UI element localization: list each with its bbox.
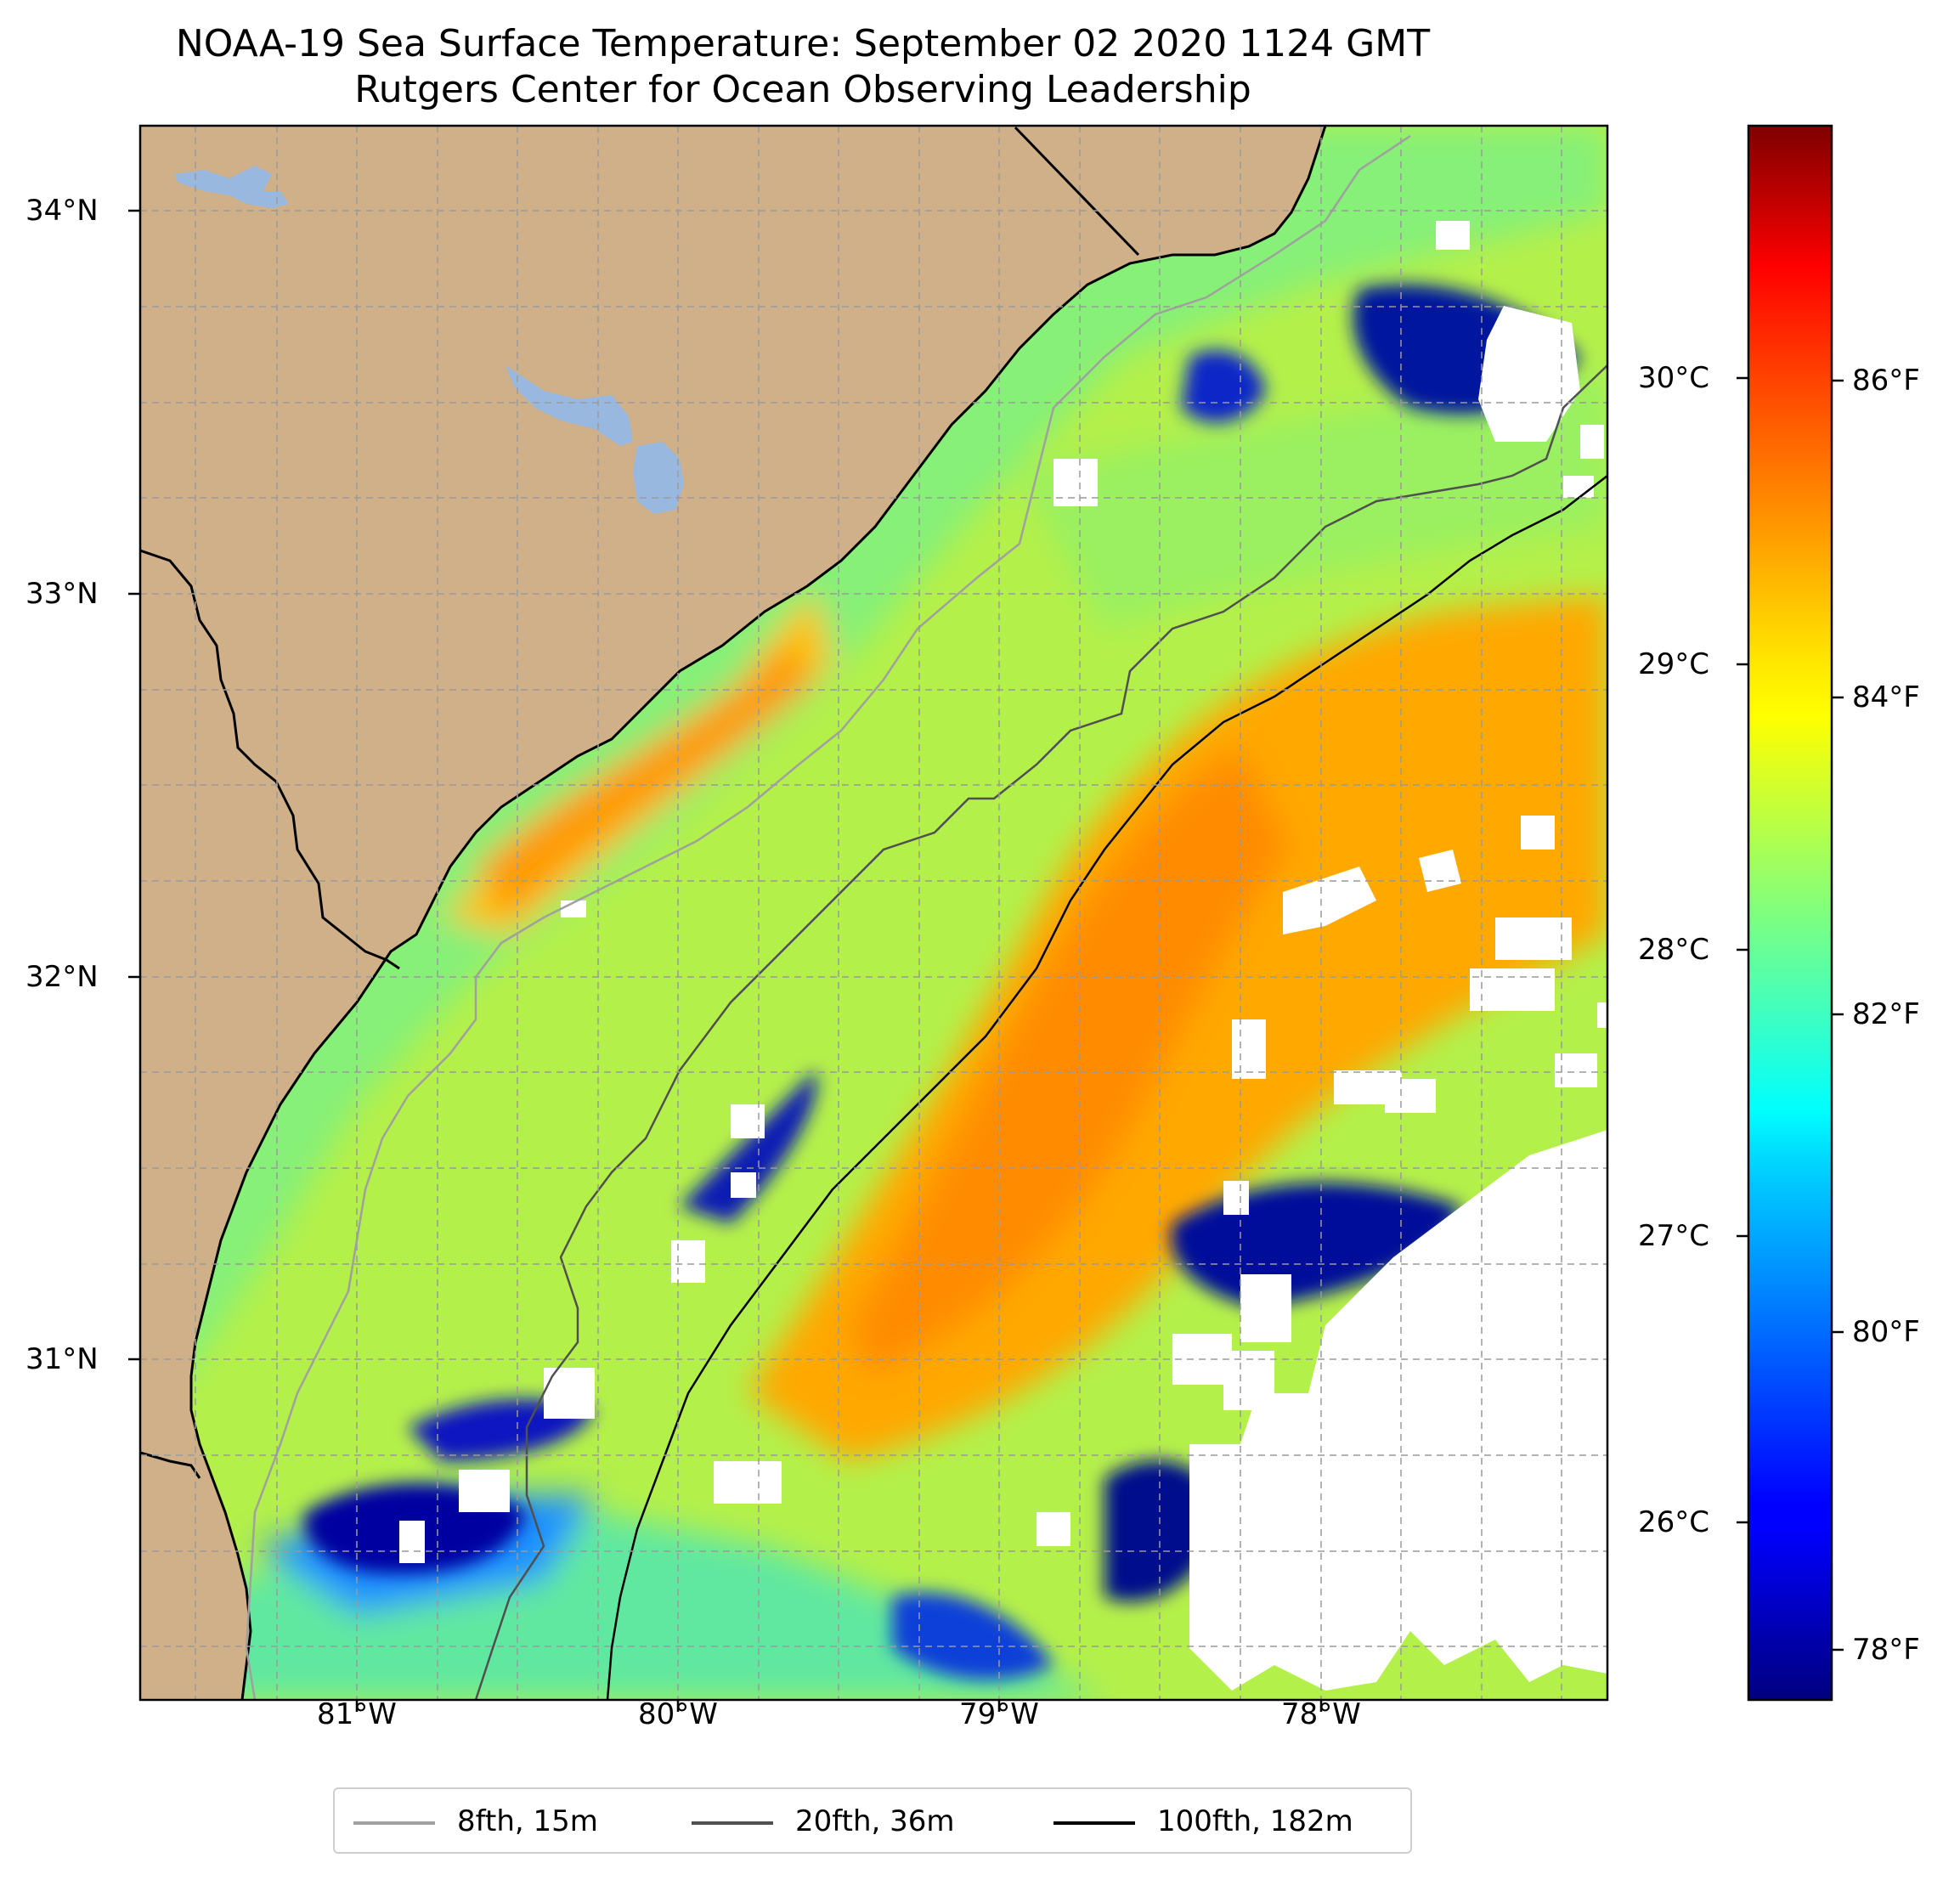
title-line-1: NOAA-19 Sea Surface Temperature: Septemb… <box>175 22 1431 65</box>
coastline <box>189 126 1327 1700</box>
lat-label-33n: 33°N <box>25 577 99 611</box>
map-frame <box>138 124 1609 1702</box>
lat-label-34n: 34°N <box>25 194 99 228</box>
lake <box>506 365 633 446</box>
colorbar-label-28c: 28°C <box>1638 933 1710 967</box>
lon-label-79w: 79°W <box>959 1697 1039 1731</box>
colorbar-label-82f: 82°F <box>1852 997 1920 1031</box>
title-line-2: Rutgers Center for Ocean Observing Leade… <box>354 68 1251 111</box>
lake <box>174 166 289 208</box>
legend-label-8fth: 8fth, 15m <box>457 1804 598 1838</box>
gridlines <box>140 126 1607 1700</box>
legend-item-100fth: 100fth, 182m <box>1053 1803 1393 1840</box>
legend-swatch-100fth <box>1053 1821 1135 1825</box>
colorbar <box>1747 124 1833 1702</box>
colorbar-label-29c: 29°C <box>1638 647 1710 681</box>
lat-label-32n: 32°N <box>25 960 99 994</box>
legend-label-100fth: 100fth, 182m <box>1157 1804 1353 1838</box>
isobath-8fth-15m <box>245 134 1411 1700</box>
colorbar-label-84f: 84°F <box>1852 680 1920 714</box>
lake <box>633 442 684 514</box>
land <box>140 126 1325 1700</box>
colorbar-label-80f: 80°F <box>1852 1315 1920 1349</box>
colorbar-label-26c: 26°C <box>1638 1505 1710 1539</box>
axis-ticks <box>128 209 1323 1712</box>
colorbar-label-30c: 30°C <box>1638 361 1710 395</box>
legend-item-8fth: 8fth, 15m <box>353 1803 634 1840</box>
legend-item-20fth: 20fth, 36m <box>692 1803 997 1840</box>
legend-label-20fth: 20fth, 36m <box>795 1804 955 1838</box>
colorbar-label-86f: 86°F <box>1852 364 1920 398</box>
isobath-20fth-36m <box>474 364 1607 1700</box>
lon-label-81w: 81°W <box>317 1697 397 1731</box>
lat-label-31n: 31°N <box>25 1342 99 1376</box>
legend-swatch-20fth <box>692 1821 773 1825</box>
lon-label-80w: 80°W <box>638 1697 718 1731</box>
lon-label-78w: 78°W <box>1281 1697 1361 1731</box>
map-panel <box>140 126 1607 1700</box>
colorbar-ticks <box>1737 376 1844 1651</box>
colorbar-label-27c: 27°C <box>1638 1219 1710 1253</box>
colorbar-label-78f: 78°F <box>1852 1633 1920 1667</box>
cloud-mask <box>399 221 1607 1691</box>
legend-swatch-8fth <box>353 1821 435 1825</box>
legend: 8fth, 15m 20fth, 36m 100fth, 182m <box>333 1787 1412 1854</box>
isobath-100fth-182m <box>606 475 1607 1700</box>
